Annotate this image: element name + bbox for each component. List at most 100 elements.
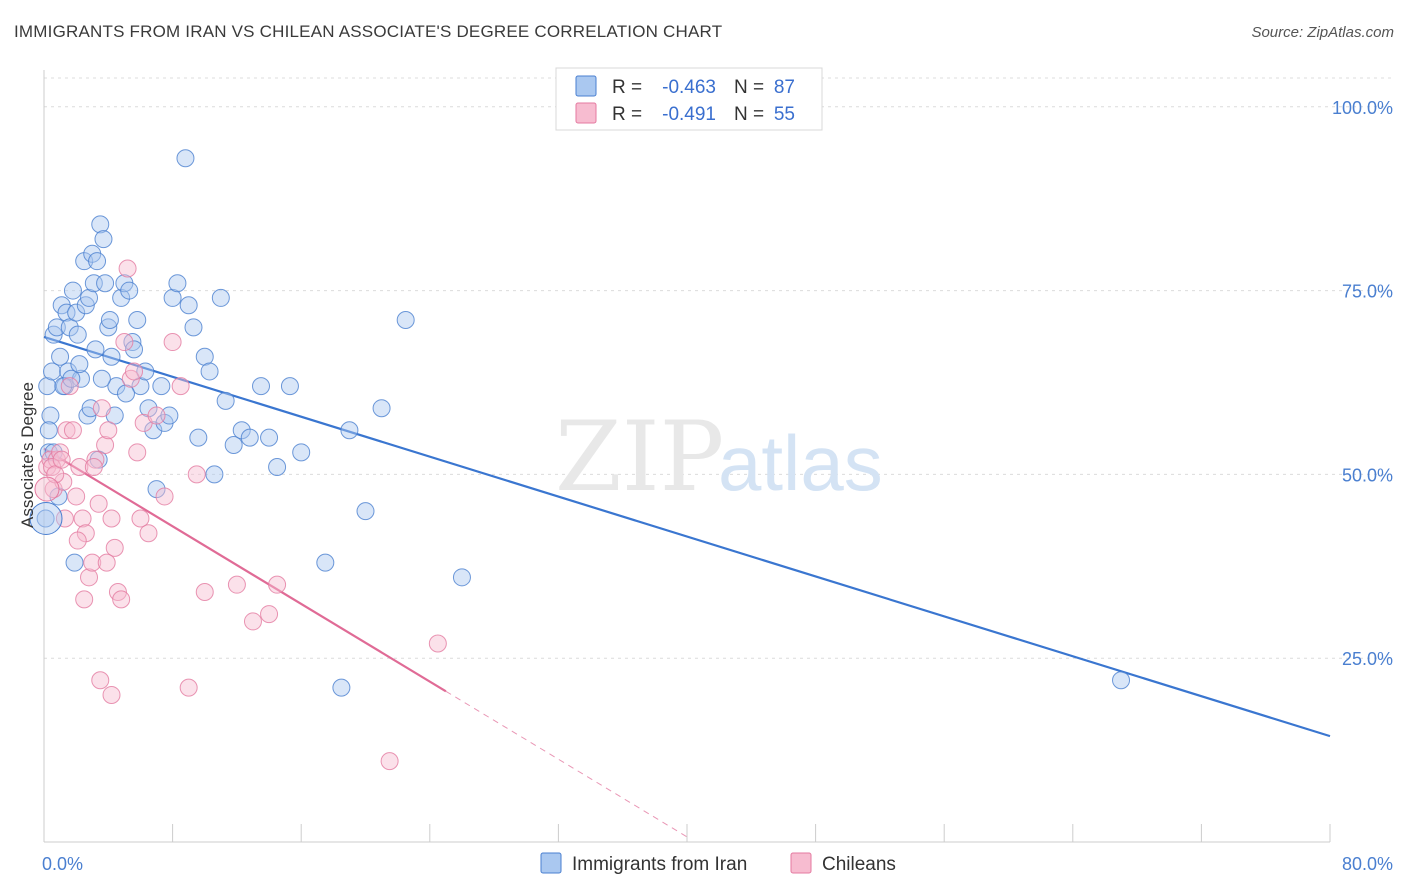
point-iran <box>211 288 230 307</box>
trend-lines <box>43 335 1331 838</box>
point-chileans <box>139 524 158 543</box>
legend-swatch <box>790 852 812 874</box>
point-chileans <box>83 553 102 572</box>
point-chileans <box>268 575 287 594</box>
legend-swatch <box>540 852 562 874</box>
point-iran <box>125 340 144 359</box>
point-chileans <box>84 458 103 477</box>
point-iran <box>163 288 182 307</box>
point-iran <box>38 377 57 396</box>
point-iran <box>205 465 224 484</box>
point-iran <box>452 568 471 587</box>
point-iran <box>195 347 214 366</box>
point-iran <box>396 310 415 329</box>
point-chileans <box>63 421 82 440</box>
point-iran <box>240 428 259 447</box>
point-iran <box>224 435 243 454</box>
point-iran <box>29 501 63 535</box>
point-chileans <box>112 590 131 609</box>
trend-line-dashed <box>445 690 688 838</box>
watermark-atlas: atlas <box>718 419 883 507</box>
y-tick-label: 100.0% <box>1332 98 1393 118</box>
point-iran <box>116 384 135 403</box>
point-iran <box>179 296 198 315</box>
point-iran <box>340 421 359 440</box>
point-chileans <box>89 494 108 513</box>
axes <box>43 70 1331 843</box>
point-iran <box>168 274 187 293</box>
legend-swatch <box>575 75 597 97</box>
point-chileans <box>187 465 206 484</box>
legend-top: R = -0.463 N = 87 R = -0.491 N = 55 <box>555 67 823 131</box>
point-iran <box>316 553 335 572</box>
point-iran <box>70 355 89 374</box>
point-chileans <box>428 634 447 653</box>
legend-n-label: N = <box>734 104 764 125</box>
trend-line-chileans <box>43 447 447 693</box>
point-iran <box>1112 671 1131 690</box>
chart-title: IMMIGRANTS FROM IRAN VS CHILEAN ASSOCIAT… <box>14 22 723 41</box>
point-iran <box>96 274 115 293</box>
point-chileans <box>55 509 74 528</box>
point-iran <box>100 310 119 329</box>
point-iran <box>372 399 391 418</box>
point-chileans <box>97 553 116 572</box>
point-iran <box>62 369 81 388</box>
legend-n-value: 55 <box>774 104 795 125</box>
point-chileans <box>34 476 60 502</box>
y-tick-label: 50.0% <box>1342 465 1393 485</box>
point-iran <box>41 406 60 425</box>
point-chileans <box>67 487 86 506</box>
trend-line-iran <box>43 335 1331 738</box>
point-iran <box>63 281 82 300</box>
point-chileans <box>60 377 79 396</box>
point-chileans <box>147 406 166 425</box>
point-chileans <box>102 685 121 704</box>
point-iran <box>144 421 163 440</box>
point-iran <box>260 428 279 447</box>
point-chileans <box>380 752 399 771</box>
point-iran <box>128 310 147 329</box>
point-chileans <box>125 362 144 381</box>
point-iran <box>160 406 179 425</box>
point-iran <box>71 369 90 388</box>
point-chileans <box>155 487 174 506</box>
point-iran <box>189 428 208 447</box>
point-chileans <box>91 671 110 690</box>
point-iran <box>176 149 195 168</box>
point-iran <box>65 553 84 572</box>
x-tick-labels: 0.0% 80.0% <box>42 854 1393 874</box>
point-iran <box>107 377 126 396</box>
point-iran <box>280 377 299 396</box>
point-iran <box>43 362 62 381</box>
legend-bottom: Immigrants from Iran Chileans <box>540 852 896 875</box>
point-chileans <box>243 612 262 631</box>
point-chileans <box>80 568 99 587</box>
point-iran <box>268 458 287 477</box>
point-iran <box>80 288 99 307</box>
point-iran <box>216 391 235 410</box>
source-label: Source: ZipAtlas.com <box>1251 24 1394 41</box>
point-iran <box>47 318 66 337</box>
point-iran <box>68 325 87 344</box>
point-chileans <box>52 450 71 469</box>
point-chileans <box>195 583 214 602</box>
y-tick-labels: 25.0% 50.0% 75.0% 100.0% <box>1332 98 1393 669</box>
legend-r-label: R = <box>612 77 642 98</box>
point-iran <box>252 377 271 396</box>
point-iran <box>152 377 171 396</box>
point-iran <box>51 347 70 366</box>
point-chileans <box>163 333 182 352</box>
point-iran <box>67 303 86 322</box>
point-iran <box>102 347 121 366</box>
legend-series-name: Chileans <box>822 854 896 875</box>
point-chileans <box>128 443 147 462</box>
point-iran <box>200 362 219 381</box>
point-iran <box>356 502 375 521</box>
point-chileans <box>57 421 76 440</box>
legend-r-label: R = <box>612 104 642 125</box>
point-iran <box>94 230 113 249</box>
point-chileans <box>102 509 121 528</box>
x-tick-label: 0.0% <box>42 854 83 874</box>
